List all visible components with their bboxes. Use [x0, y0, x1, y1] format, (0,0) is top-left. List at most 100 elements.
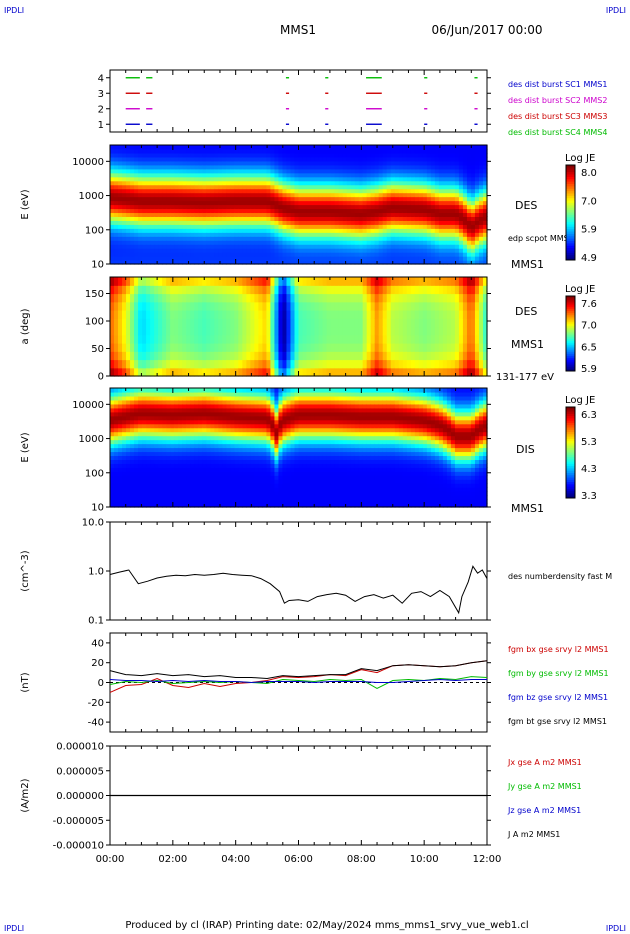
des-energy-heat-cell	[474, 152, 480, 158]
dis-energy-heat-cell	[118, 439, 123, 445]
des-energy-heat-cell	[238, 240, 243, 245]
des-energy-heat-cell	[334, 228, 340, 233]
des-energy-heat-cell	[230, 160, 235, 166]
des-energy-heat-cell	[306, 256, 312, 261]
dis-energy-heat-cell	[134, 415, 139, 421]
burst-ytick-label: 1	[98, 120, 104, 131]
des-energy-heat-cell	[150, 148, 155, 154]
des-energy-heat-cell	[354, 188, 360, 194]
des-energy-heat-cell	[426, 196, 432, 202]
des-pitch-heat-cell	[238, 367, 243, 377]
dis-energy-heat-cell	[162, 463, 167, 468]
des-energy-heat-cell	[122, 220, 127, 225]
des-pitch-heat-cell	[438, 318, 444, 328]
des-energy-heat-cell	[446, 192, 452, 198]
des-energy-heat-cell	[154, 204, 159, 210]
des-energy-heat-cell	[242, 145, 247, 150]
des-pitch-heat-cell	[198, 277, 203, 286]
des-pitch-heat-cell	[210, 277, 215, 286]
des-pitch-heat-cell	[178, 310, 183, 319]
des-energy-heat-cell	[318, 164, 324, 170]
des-pitch-heat-cell	[146, 367, 151, 377]
des-energy-heat-cell	[302, 196, 308, 202]
des-energy-heat-cell	[290, 160, 296, 166]
des-pitch-heat-cell	[266, 285, 272, 295]
des-energy-heat-cell	[266, 212, 272, 217]
dis-energy-heat-cell	[110, 503, 115, 508]
des-energy-heat-cell	[338, 208, 344, 214]
des-energy-heat-cell	[270, 220, 276, 225]
des-energy-heat-cell	[478, 256, 484, 261]
des-energy-heat-cell	[206, 164, 211, 170]
des-pitch-heat-cell	[358, 293, 364, 303]
des-energy-heat-cell	[234, 252, 239, 257]
des-energy-heat-cell	[366, 160, 372, 166]
des-energy-heat-cell	[206, 240, 211, 245]
des-energy-heat-cell	[166, 212, 171, 217]
des-pitch-heat-cell	[398, 334, 404, 344]
des-energy-heat-cell	[134, 252, 139, 257]
dis-energy-heat-cell	[130, 499, 135, 504]
dis-energy-heat-cell	[174, 463, 179, 468]
des-energy-heat-cell	[414, 212, 420, 217]
des-energy-heat-cell	[446, 236, 452, 241]
des-energy-heat-cell	[190, 152, 195, 158]
des-energy-heat-cell	[210, 240, 215, 245]
des-energy-heat-cell	[306, 212, 312, 217]
des-energy-heat-cell	[422, 232, 428, 237]
des-energy-heat-cell	[374, 204, 380, 210]
des-pitch-heat-cell	[134, 343, 139, 352]
dis-energy-heat-cell	[186, 411, 191, 417]
des-energy-heat-cell	[162, 172, 167, 178]
dis-energy-heat-cell	[154, 451, 159, 457]
dis-energy-heat-cell	[182, 423, 187, 429]
des-energy-heat-cell	[154, 145, 159, 150]
des-pitch-heat-cell	[258, 351, 264, 361]
dis-energy-heat-cell	[166, 435, 171, 441]
des-energy-heat-cell	[238, 160, 243, 166]
des-pitch-heat-cell	[118, 277, 123, 286]
dis-energy-heat-cell	[186, 483, 191, 488]
burst-legend-item: des dist burst SC3 MMS3	[508, 112, 607, 121]
des-energy-heat-cell	[166, 152, 171, 158]
des-energy-heat-cell	[406, 148, 412, 154]
des-energy-heat-cell	[418, 188, 424, 194]
des-energy-heat-cell	[170, 168, 175, 174]
des-energy-heat-cell	[126, 172, 131, 178]
des-pitch-heat-cell	[350, 301, 356, 311]
dis-energy-heat-cell	[162, 399, 167, 405]
des-energy-heat-cell	[462, 145, 468, 150]
des-energy-heat-cell	[218, 148, 223, 154]
des-energy-heat-cell	[366, 188, 372, 194]
des-pitch-heat-cell	[246, 310, 251, 319]
des-energy-heat-cell	[470, 236, 476, 241]
des-pitch-heat-cell	[326, 277, 332, 286]
des-pitch-heat-cell	[162, 310, 167, 319]
des-energy-heat-cell	[154, 192, 159, 198]
dis-energy-heat-cell	[150, 419, 155, 425]
des-energy-heat-cell	[194, 168, 199, 174]
des-energy-heat-cell	[326, 232, 332, 237]
des-energy-heat-cell	[138, 248, 143, 253]
des-energy-heat-cell	[302, 184, 308, 190]
des-energy-heat-cell	[390, 200, 396, 206]
des-energy-heat-cell	[266, 248, 272, 253]
des-energy-heat-cell	[214, 180, 219, 186]
des-energy-heat-cell	[286, 260, 292, 265]
des-energy-heat-cell	[258, 160, 264, 166]
des-energy-heat-cell	[246, 224, 251, 229]
des-energy-heat-cell	[206, 260, 211, 265]
dis-energy-heat-cell	[150, 503, 155, 508]
des-energy-heat-cell	[438, 228, 444, 233]
des-energy-heat-cell	[138, 252, 143, 257]
dis-energy-heat-cell	[110, 395, 115, 401]
des-energy-heat-cell	[462, 152, 468, 158]
des-energy-heat-cell	[298, 168, 304, 174]
des-energy-heat-cell	[470, 184, 476, 190]
dis-energy-heat-cell	[190, 419, 195, 425]
des-pitch-colorbar-cell	[566, 309, 575, 312]
dis-energy-heat-cell	[126, 423, 131, 429]
des-energy-heat-cell	[314, 220, 320, 225]
des-energy-heat-cell	[422, 152, 428, 158]
dis-energy-heat-cell	[198, 423, 203, 429]
